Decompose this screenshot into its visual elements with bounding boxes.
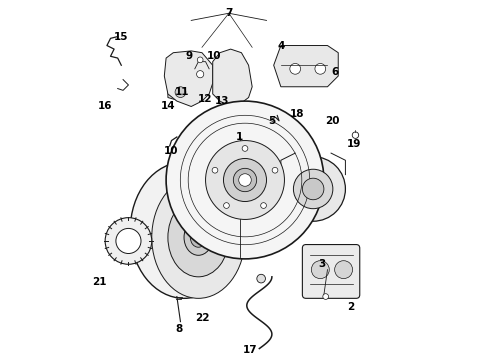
Circle shape xyxy=(105,218,152,264)
Text: 13: 13 xyxy=(215,96,229,106)
Ellipse shape xyxy=(272,167,278,173)
Text: 10: 10 xyxy=(207,51,222,61)
FancyBboxPatch shape xyxy=(302,244,360,298)
Circle shape xyxy=(116,228,141,253)
Polygon shape xyxy=(274,45,338,87)
Text: 21: 21 xyxy=(93,277,107,287)
Circle shape xyxy=(302,178,324,200)
Ellipse shape xyxy=(223,203,229,208)
Ellipse shape xyxy=(239,174,251,186)
Ellipse shape xyxy=(184,220,213,255)
Text: 17: 17 xyxy=(243,345,258,355)
Text: 4: 4 xyxy=(277,41,285,50)
Text: 9: 9 xyxy=(186,51,193,61)
Polygon shape xyxy=(213,49,252,107)
Ellipse shape xyxy=(205,140,285,220)
Text: 11: 11 xyxy=(175,87,190,97)
Text: 18: 18 xyxy=(290,109,304,119)
Text: 2: 2 xyxy=(347,302,354,312)
Text: 1: 1 xyxy=(236,132,243,142)
Text: 10: 10 xyxy=(164,146,179,156)
Circle shape xyxy=(294,169,333,209)
Circle shape xyxy=(257,274,266,283)
Ellipse shape xyxy=(130,162,238,298)
Polygon shape xyxy=(168,80,191,101)
Text: 19: 19 xyxy=(347,139,362,149)
Circle shape xyxy=(196,71,204,78)
Text: 20: 20 xyxy=(326,116,340,126)
Ellipse shape xyxy=(212,167,218,173)
Ellipse shape xyxy=(168,198,229,277)
Text: 16: 16 xyxy=(98,102,112,112)
Circle shape xyxy=(290,63,300,74)
Circle shape xyxy=(315,63,326,74)
Text: 22: 22 xyxy=(195,313,209,323)
Polygon shape xyxy=(164,51,213,107)
Text: 7: 7 xyxy=(225,8,233,18)
Text: 15: 15 xyxy=(114,32,128,41)
Text: 3: 3 xyxy=(318,259,326,269)
Ellipse shape xyxy=(194,232,203,243)
Text: 12: 12 xyxy=(198,94,213,104)
Circle shape xyxy=(335,261,353,279)
Circle shape xyxy=(197,57,203,63)
Circle shape xyxy=(352,132,359,138)
Ellipse shape xyxy=(166,101,324,259)
Ellipse shape xyxy=(242,145,248,151)
Circle shape xyxy=(311,261,329,279)
Text: 8: 8 xyxy=(175,324,182,334)
Ellipse shape xyxy=(152,176,245,298)
Text: 6: 6 xyxy=(331,67,338,77)
Circle shape xyxy=(175,87,186,98)
Text: 5: 5 xyxy=(268,116,275,126)
Ellipse shape xyxy=(190,228,206,247)
Text: 14: 14 xyxy=(161,102,175,112)
Ellipse shape xyxy=(223,158,267,202)
Ellipse shape xyxy=(233,168,257,192)
Circle shape xyxy=(281,157,345,221)
Circle shape xyxy=(323,294,329,300)
Ellipse shape xyxy=(261,203,267,208)
